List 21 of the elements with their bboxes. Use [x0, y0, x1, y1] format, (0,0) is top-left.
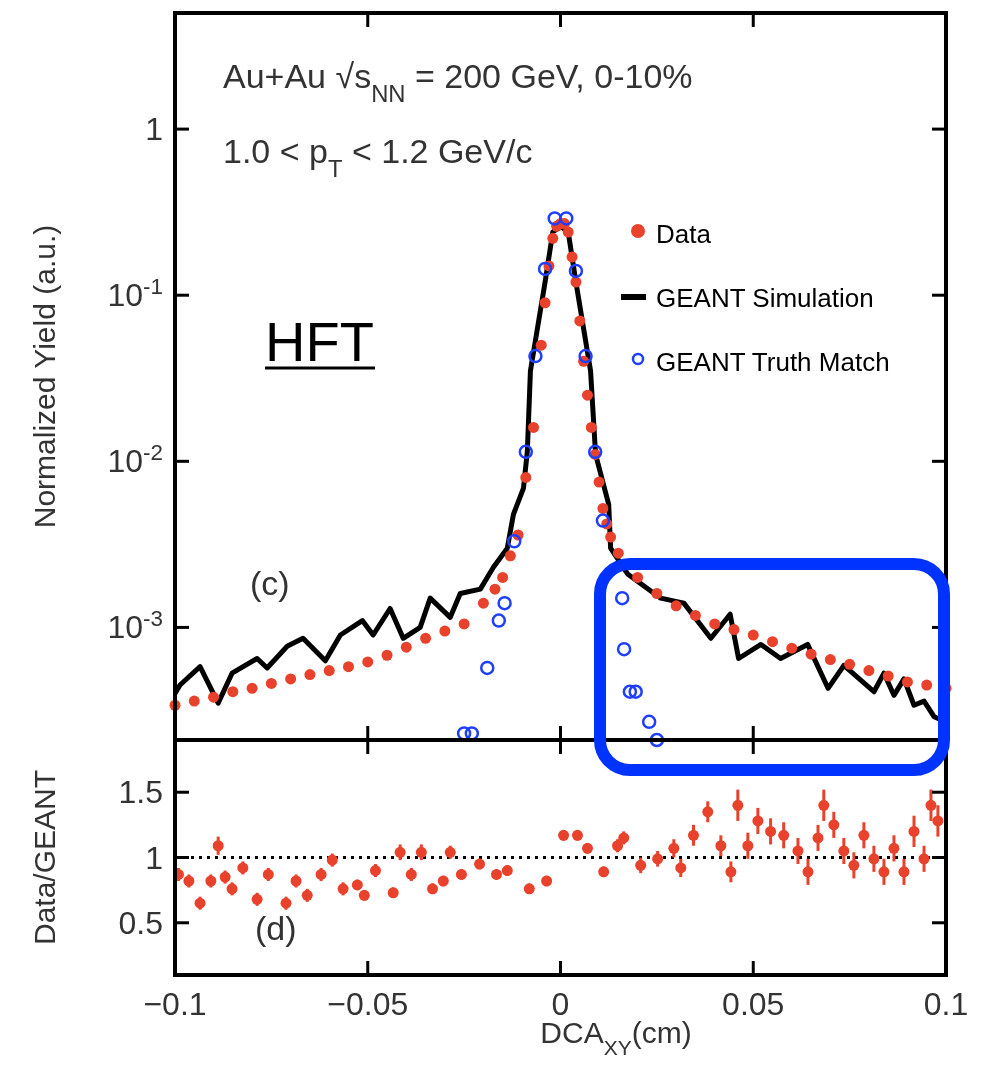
y-tick-label: 1: [145, 111, 163, 148]
y-tick-label: 0.5: [118, 904, 163, 941]
x-tick-label: 0.05: [722, 986, 785, 1022]
y-tick-label: 10$^{-1}$: [107, 273, 163, 314]
y-tick-label: 10$^{-2}$: [107, 439, 163, 480]
y-tick-label: 1.5: [118, 774, 163, 811]
x-tick-label: −0.1: [143, 986, 207, 1022]
legend-label: GEANT Truth Match: [656, 347, 890, 377]
annotation: HFT: [265, 310, 374, 373]
y-tick-label: 10$^{-3}$: [107, 605, 163, 646]
legend-label: GEANT Simulation: [656, 283, 874, 313]
annotation: (c): [250, 564, 290, 602]
y-axis-title: Normalized Yield (a.u.): [28, 224, 61, 529]
legend-label: Data: [656, 219, 712, 249]
y-axis-title: Data/GEANT: [28, 769, 61, 946]
x-tick-label: 0.1: [923, 986, 969, 1022]
annotation: (d): [255, 909, 297, 947]
text: 1.0 < p$_{T}$ < 1.2 GeV/c: [223, 132, 533, 182]
y-tick-label: 1: [145, 839, 163, 876]
text: Au+Au √s$_{NN}$ = 200 GeV, 0-10%: [223, 57, 693, 107]
x-tick-label: −0.05: [327, 986, 409, 1022]
